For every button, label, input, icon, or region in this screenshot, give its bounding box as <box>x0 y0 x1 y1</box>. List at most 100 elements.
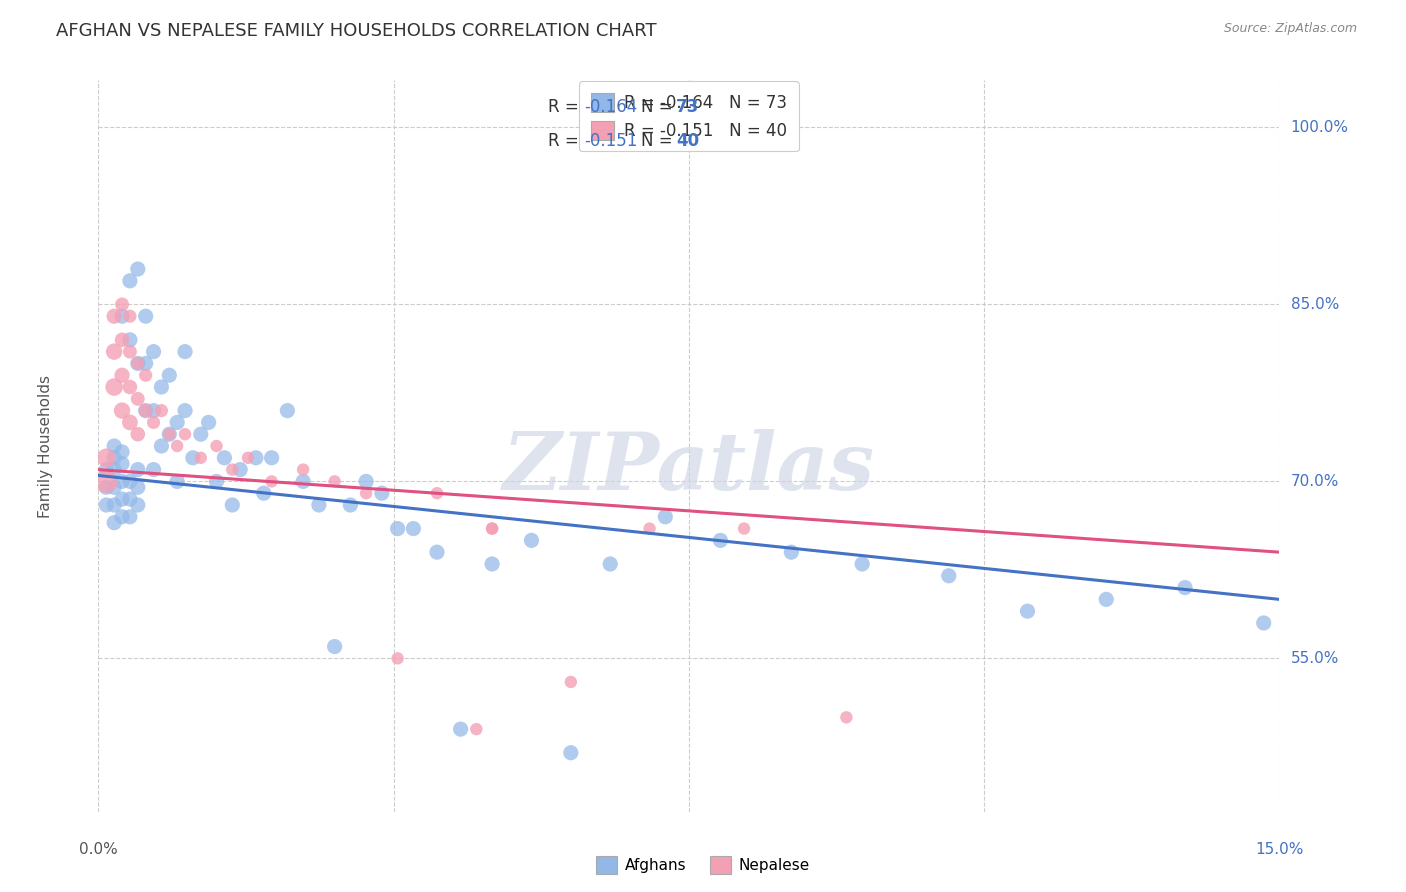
Point <box>111 368 134 383</box>
Point <box>733 522 755 536</box>
Point <box>560 675 582 690</box>
Point <box>292 475 315 489</box>
Point <box>1174 581 1197 595</box>
Point <box>938 568 960 582</box>
Point <box>142 344 165 359</box>
Point <box>118 416 141 430</box>
Legend: Afghans, Nepalese: Afghans, Nepalese <box>591 850 815 880</box>
Point <box>835 710 858 724</box>
Point <box>354 486 377 500</box>
Point <box>111 475 134 489</box>
Point <box>150 439 173 453</box>
Point <box>450 722 472 736</box>
Point <box>481 557 503 571</box>
Point <box>1017 604 1039 618</box>
Point <box>118 509 141 524</box>
Point <box>103 480 125 494</box>
Point <box>150 380 173 394</box>
Point <box>236 450 259 465</box>
Point <box>190 427 212 442</box>
Point <box>118 492 141 507</box>
Text: 100.0%: 100.0% <box>1291 120 1348 135</box>
Point <box>371 486 394 500</box>
Point <box>96 450 118 465</box>
Point <box>142 403 165 417</box>
Point <box>709 533 731 548</box>
Text: N =: N = <box>641 132 678 150</box>
Point <box>402 522 425 536</box>
Point <box>174 427 197 442</box>
Point <box>157 368 180 383</box>
Point <box>111 403 134 417</box>
Point <box>245 450 267 465</box>
Point <box>851 557 873 571</box>
Text: 55.0%: 55.0% <box>1291 651 1339 665</box>
Point <box>135 356 157 370</box>
Point <box>103 310 125 324</box>
Point <box>103 498 125 512</box>
Point <box>780 545 803 559</box>
Text: 70.0%: 70.0% <box>1291 474 1339 489</box>
Point <box>103 344 125 359</box>
Legend: R = -0.164   N = 73, R = -0.151   N = 40: R = -0.164 N = 73, R = -0.151 N = 40 <box>579 81 799 152</box>
Text: -0.151: -0.151 <box>583 132 637 150</box>
Point <box>150 403 173 417</box>
Point <box>96 498 118 512</box>
Point <box>118 274 141 288</box>
Point <box>118 380 141 394</box>
Point <box>520 533 543 548</box>
Point <box>96 462 118 476</box>
Point <box>111 297 134 311</box>
Point <box>118 344 141 359</box>
Point <box>308 498 330 512</box>
Point <box>103 516 125 530</box>
Point <box>323 640 346 654</box>
Point <box>111 310 134 324</box>
Point <box>127 462 149 476</box>
Point <box>142 462 165 476</box>
Point <box>96 475 118 489</box>
Text: 15.0%: 15.0% <box>1256 842 1303 857</box>
Point <box>253 486 276 500</box>
Point <box>229 462 252 476</box>
Text: 0.0%: 0.0% <box>79 842 118 857</box>
Point <box>1253 615 1275 630</box>
Text: Source: ZipAtlas.com: Source: ZipAtlas.com <box>1223 22 1357 36</box>
Point <box>426 486 449 500</box>
Point <box>465 722 488 736</box>
Point <box>205 439 228 453</box>
Point <box>127 262 149 277</box>
Point <box>166 439 188 453</box>
Point <box>276 403 298 417</box>
Text: ZIPatlas: ZIPatlas <box>503 429 875 507</box>
Point <box>111 333 134 347</box>
Point <box>118 333 141 347</box>
Point <box>103 450 125 465</box>
Point <box>481 522 503 536</box>
Point <box>118 475 141 489</box>
Point <box>157 427 180 442</box>
Point <box>127 427 149 442</box>
Point <box>103 380 125 394</box>
Point <box>127 356 149 370</box>
Point <box>190 450 212 465</box>
Point <box>197 416 219 430</box>
Point <box>221 462 243 476</box>
Text: Family Households: Family Households <box>38 375 53 517</box>
Point <box>599 557 621 571</box>
Point <box>111 445 134 459</box>
Point <box>292 462 315 476</box>
Point <box>111 509 134 524</box>
Point <box>387 522 409 536</box>
Point <box>118 310 141 324</box>
Text: 73: 73 <box>676 98 699 116</box>
Point <box>135 310 157 324</box>
Point <box>214 450 236 465</box>
Point <box>426 545 449 559</box>
Point <box>127 356 149 370</box>
Text: N =: N = <box>641 98 678 116</box>
Point <box>387 651 409 665</box>
Point <box>323 475 346 489</box>
Point <box>127 392 149 406</box>
Point <box>638 522 661 536</box>
